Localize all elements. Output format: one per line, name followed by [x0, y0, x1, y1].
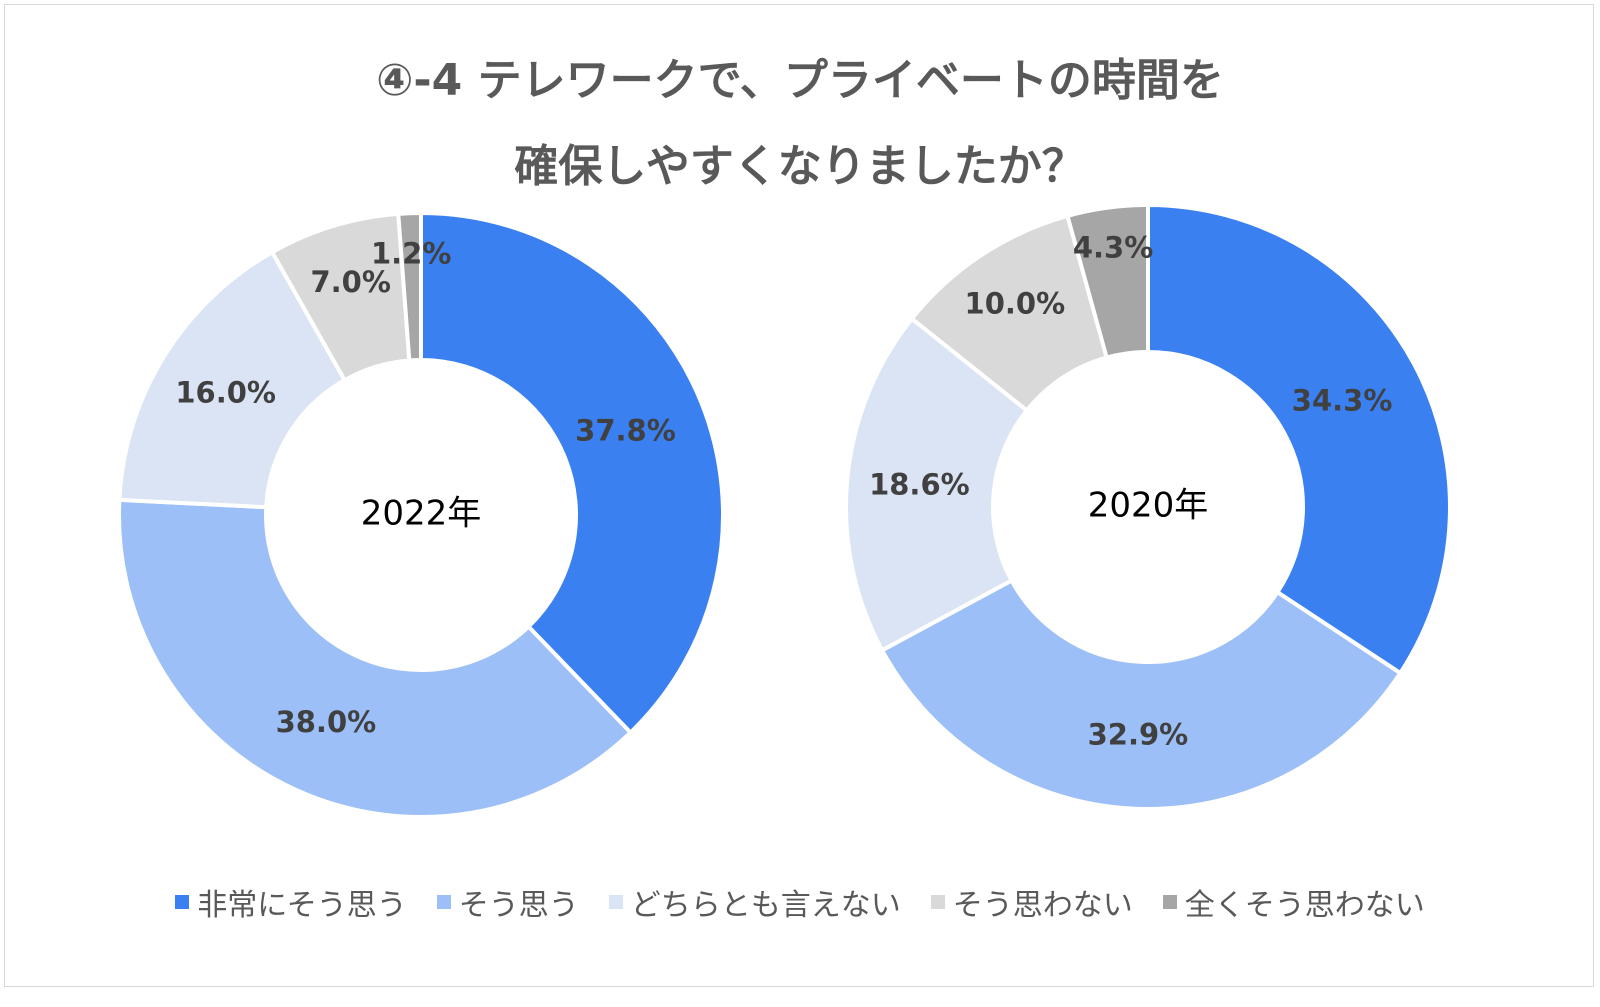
- slice-label: 32.9%: [1088, 717, 1189, 751]
- donut-2020: 34.3% 32.9% 18.6% 10.0%4.3% 2020年: [844, 202, 1452, 811]
- title-line-1: ④-4 テレワークで、プライベートの時間を: [376, 55, 1224, 106]
- slice-label: 38.0%: [276, 705, 377, 739]
- donut-slice: [1065, 202, 1150, 361]
- donut-slice: [117, 497, 634, 819]
- legend-label: そう思う: [458, 888, 579, 923]
- slice-label: 34.3%: [1292, 383, 1393, 417]
- donut-slice: [879, 577, 1404, 811]
- donut-slice: [396, 210, 423, 363]
- legend-item: 全くそう思わない: [1162, 880, 1425, 924]
- legend-item: どちらとも言えない: [608, 880, 901, 924]
- legend-swatch: [436, 895, 451, 909]
- donut-center-label: 2020年: [1088, 486, 1209, 526]
- slice-label: 4.3%: [1073, 231, 1153, 265]
- legend-label: そう思わない: [952, 888, 1133, 923]
- donut-center-label: 2022年: [361, 494, 482, 534]
- slice-label: 16.0%: [175, 375, 276, 409]
- title-line-2: 確保しやすくなりましたか？: [514, 141, 1086, 192]
- legend: 非常にそう思う そう思う どちらとも言えない そう思わない 全くそう思わない: [0, 880, 1600, 924]
- legend-swatch: [175, 895, 190, 909]
- slice-label: 7.0%: [310, 265, 390, 299]
- donut-slice: [1146, 202, 1452, 676]
- slice-label: 18.6%: [869, 467, 970, 501]
- slice-label: 1.2%: [371, 236, 451, 270]
- legend-label: 全くそう思わない: [1184, 888, 1425, 923]
- donut-2022: 37.8% 38.0% 16.0% 7.0%1.2% 2022年: [117, 210, 725, 819]
- legend-swatch: [930, 895, 945, 909]
- legend-swatch: [1162, 895, 1177, 909]
- slice-label: 37.8%: [575, 414, 676, 448]
- legend-label: 非常にそう思う: [197, 888, 407, 923]
- donut-slice: [117, 249, 348, 510]
- legend-item: そう思う: [436, 880, 579, 924]
- legend-item: 非常にそう思う: [175, 880, 407, 924]
- legend-swatch: [608, 895, 623, 909]
- slice-label: 10.0%: [965, 286, 1066, 320]
- legend-item: そう思わない: [930, 880, 1133, 924]
- legend-label: どちらとも言えない: [630, 888, 901, 923]
- donut-slice: [419, 210, 725, 736]
- donut-slice: [844, 315, 1030, 653]
- chart-title: ④-4 テレワークで、プライベートの時間を 確保しやすくなりましたか？: [0, 38, 1600, 210]
